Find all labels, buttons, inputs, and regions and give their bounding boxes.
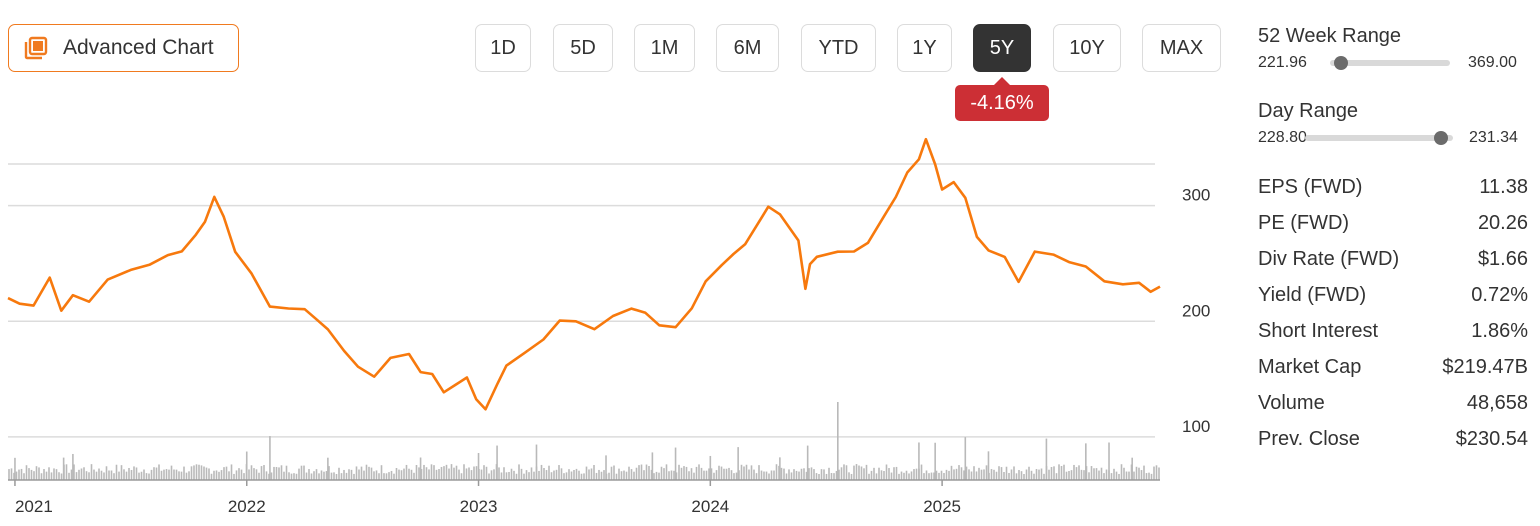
range-button-max[interactable]: MAX xyxy=(1142,24,1221,72)
day-range-high: 231.34 xyxy=(1469,129,1518,146)
range-button-1d[interactable]: 1D xyxy=(475,24,531,72)
stat-row-market-cap: Market Cap $219.47B xyxy=(1258,356,1528,379)
x-tick-label: 2021 xyxy=(15,497,53,516)
range-button-ytd[interactable]: YTD xyxy=(801,24,876,72)
day-range-track xyxy=(1305,131,1453,145)
stat-row-eps: EPS (FWD) 11.38 xyxy=(1258,176,1528,199)
day-range-low: 228.80 xyxy=(1258,129,1307,146)
stat-row-short-interest: Short Interest 1.86% xyxy=(1258,320,1528,343)
price-series-line xyxy=(7,137,1161,411)
range-button-5y[interactable]: 5Y xyxy=(973,24,1031,72)
stat-row-volume: Volume 48,658 xyxy=(1258,392,1528,415)
x-tick-label: 2023 xyxy=(460,497,498,516)
x-tick-label: 2025 xyxy=(923,497,961,516)
stat-row-prev-close: Prev. Close $230.54 xyxy=(1258,428,1528,451)
stat-label: Volume xyxy=(1258,392,1325,414)
stat-row-div-rate: Div Rate (FWD) $1.66 xyxy=(1258,248,1528,271)
x-axis: 2021 2022 2023 2024 2025 xyxy=(14,480,961,516)
y-tick-label: 200 xyxy=(1182,301,1210,320)
advanced-chart-label: Advanced Chart xyxy=(63,36,214,59)
stat-row-pe: PE (FWD) 20.26 xyxy=(1258,212,1528,235)
advanced-chart-button[interactable]: Advanced Chart xyxy=(8,24,239,72)
range-button-10y[interactable]: 10Y xyxy=(1053,24,1121,72)
x-tick-label: 2022 xyxy=(228,497,266,516)
stat-value: 20.26 xyxy=(1477,212,1528,234)
stat-label: Prev. Close xyxy=(1258,428,1360,450)
range-button-1y[interactable]: 1Y xyxy=(897,24,952,72)
x-tick-label: 2024 xyxy=(691,497,729,516)
day-range-marker xyxy=(1434,131,1449,145)
range-button-6m[interactable]: 6M xyxy=(716,24,779,72)
y-tick-label: 300 xyxy=(1182,186,1210,205)
stat-value: $219.47B xyxy=(1442,356,1528,378)
stat-value: $230.54 xyxy=(1455,428,1528,450)
price-line-layer xyxy=(7,137,1161,411)
stat-label: EPS (FWD) xyxy=(1258,176,1363,198)
grid-lines xyxy=(8,163,1155,438)
stat-value: 1.86% xyxy=(1471,320,1528,342)
stat-value: 48,658 xyxy=(1466,392,1528,414)
week52-low: 221.96 xyxy=(1258,54,1307,71)
stat-label: Short Interest xyxy=(1258,320,1379,342)
week52-high: 369.00 xyxy=(1468,54,1517,71)
week52-range-track xyxy=(1330,56,1450,70)
stat-row-yield: Yield (FWD) 0.72% xyxy=(1258,284,1528,307)
day-range-title: Day Range xyxy=(1258,100,1359,122)
week52-range-title: 52 Week Range xyxy=(1258,25,1402,47)
stat-value: 0.72% xyxy=(1471,284,1528,306)
stat-label: PE (FWD) xyxy=(1258,212,1350,234)
price-chart[interactable]: 100 200 300 2021 2022 2023 2024 2025 xyxy=(0,0,1245,526)
stat-label: Market Cap xyxy=(1258,356,1362,378)
price-change-badge: -4.16% xyxy=(955,77,1049,121)
stat-value: 11.38 xyxy=(1479,176,1528,198)
stat-value: $1.66 xyxy=(1477,248,1528,270)
stat-label: Div Rate (FWD) xyxy=(1258,248,1400,270)
range-button-5d[interactable]: 5D xyxy=(553,24,613,72)
range-button-1m[interactable]: 1M xyxy=(634,24,695,72)
y-tick-label: 100 xyxy=(1182,417,1210,436)
chart-pages-icon xyxy=(24,36,48,60)
volume-bars xyxy=(8,402,1160,481)
week52-range-marker xyxy=(1333,56,1348,70)
y-axis: 100 200 300 xyxy=(1182,186,1210,436)
stat-label: Yield (FWD) xyxy=(1258,284,1367,306)
